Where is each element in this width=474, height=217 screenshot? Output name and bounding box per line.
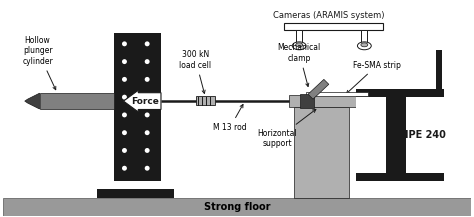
Bar: [437, 50, 442, 89]
Bar: [300, 94, 314, 108]
Ellipse shape: [357, 42, 371, 50]
Bar: [97, 189, 174, 198]
Bar: [356, 89, 444, 97]
Circle shape: [145, 59, 150, 64]
Text: Force: Force: [131, 97, 159, 106]
Text: Hollow
plunger
cylinder: Hollow plunger cylinder: [22, 36, 56, 90]
Circle shape: [122, 77, 127, 82]
Circle shape: [122, 130, 127, 135]
Circle shape: [145, 41, 150, 46]
Circle shape: [145, 112, 150, 117]
Polygon shape: [25, 93, 39, 109]
Text: Fe-SMA strip: Fe-SMA strip: [346, 61, 401, 94]
Bar: [361, 30, 367, 46]
Bar: [196, 96, 215, 105]
Bar: [114, 33, 161, 181]
Circle shape: [122, 148, 127, 153]
Circle shape: [145, 166, 150, 171]
Bar: [386, 97, 406, 173]
FancyArrow shape: [123, 90, 161, 112]
Circle shape: [122, 166, 127, 171]
Circle shape: [122, 41, 127, 46]
Bar: [296, 30, 302, 46]
Bar: [406, 97, 444, 173]
Bar: [356, 173, 444, 181]
Ellipse shape: [292, 42, 306, 50]
Bar: [294, 107, 348, 198]
Polygon shape: [308, 79, 329, 99]
Bar: [289, 95, 358, 107]
Text: Strong floor: Strong floor: [204, 202, 270, 212]
Circle shape: [145, 77, 150, 82]
Circle shape: [145, 95, 150, 100]
Text: Cameras (ARAMIS system): Cameras (ARAMIS system): [273, 11, 384, 20]
Circle shape: [122, 112, 127, 117]
Circle shape: [145, 148, 150, 153]
Bar: [306, 92, 368, 96]
Text: 300 kN
load cell: 300 kN load cell: [180, 50, 211, 93]
Text: Horizontal
support: Horizontal support: [258, 109, 316, 148]
Text: Mechanical
clamp: Mechanical clamp: [278, 43, 321, 87]
Circle shape: [122, 95, 127, 100]
Ellipse shape: [361, 43, 368, 47]
Bar: [3, 198, 471, 216]
Bar: [39, 93, 114, 109]
Ellipse shape: [296, 43, 302, 47]
Text: M 13 rod: M 13 rod: [213, 104, 247, 132]
Text: IPE 240: IPE 240: [405, 130, 446, 140]
Circle shape: [122, 59, 127, 64]
Bar: [284, 23, 383, 30]
Bar: [356, 97, 386, 173]
Circle shape: [145, 130, 150, 135]
